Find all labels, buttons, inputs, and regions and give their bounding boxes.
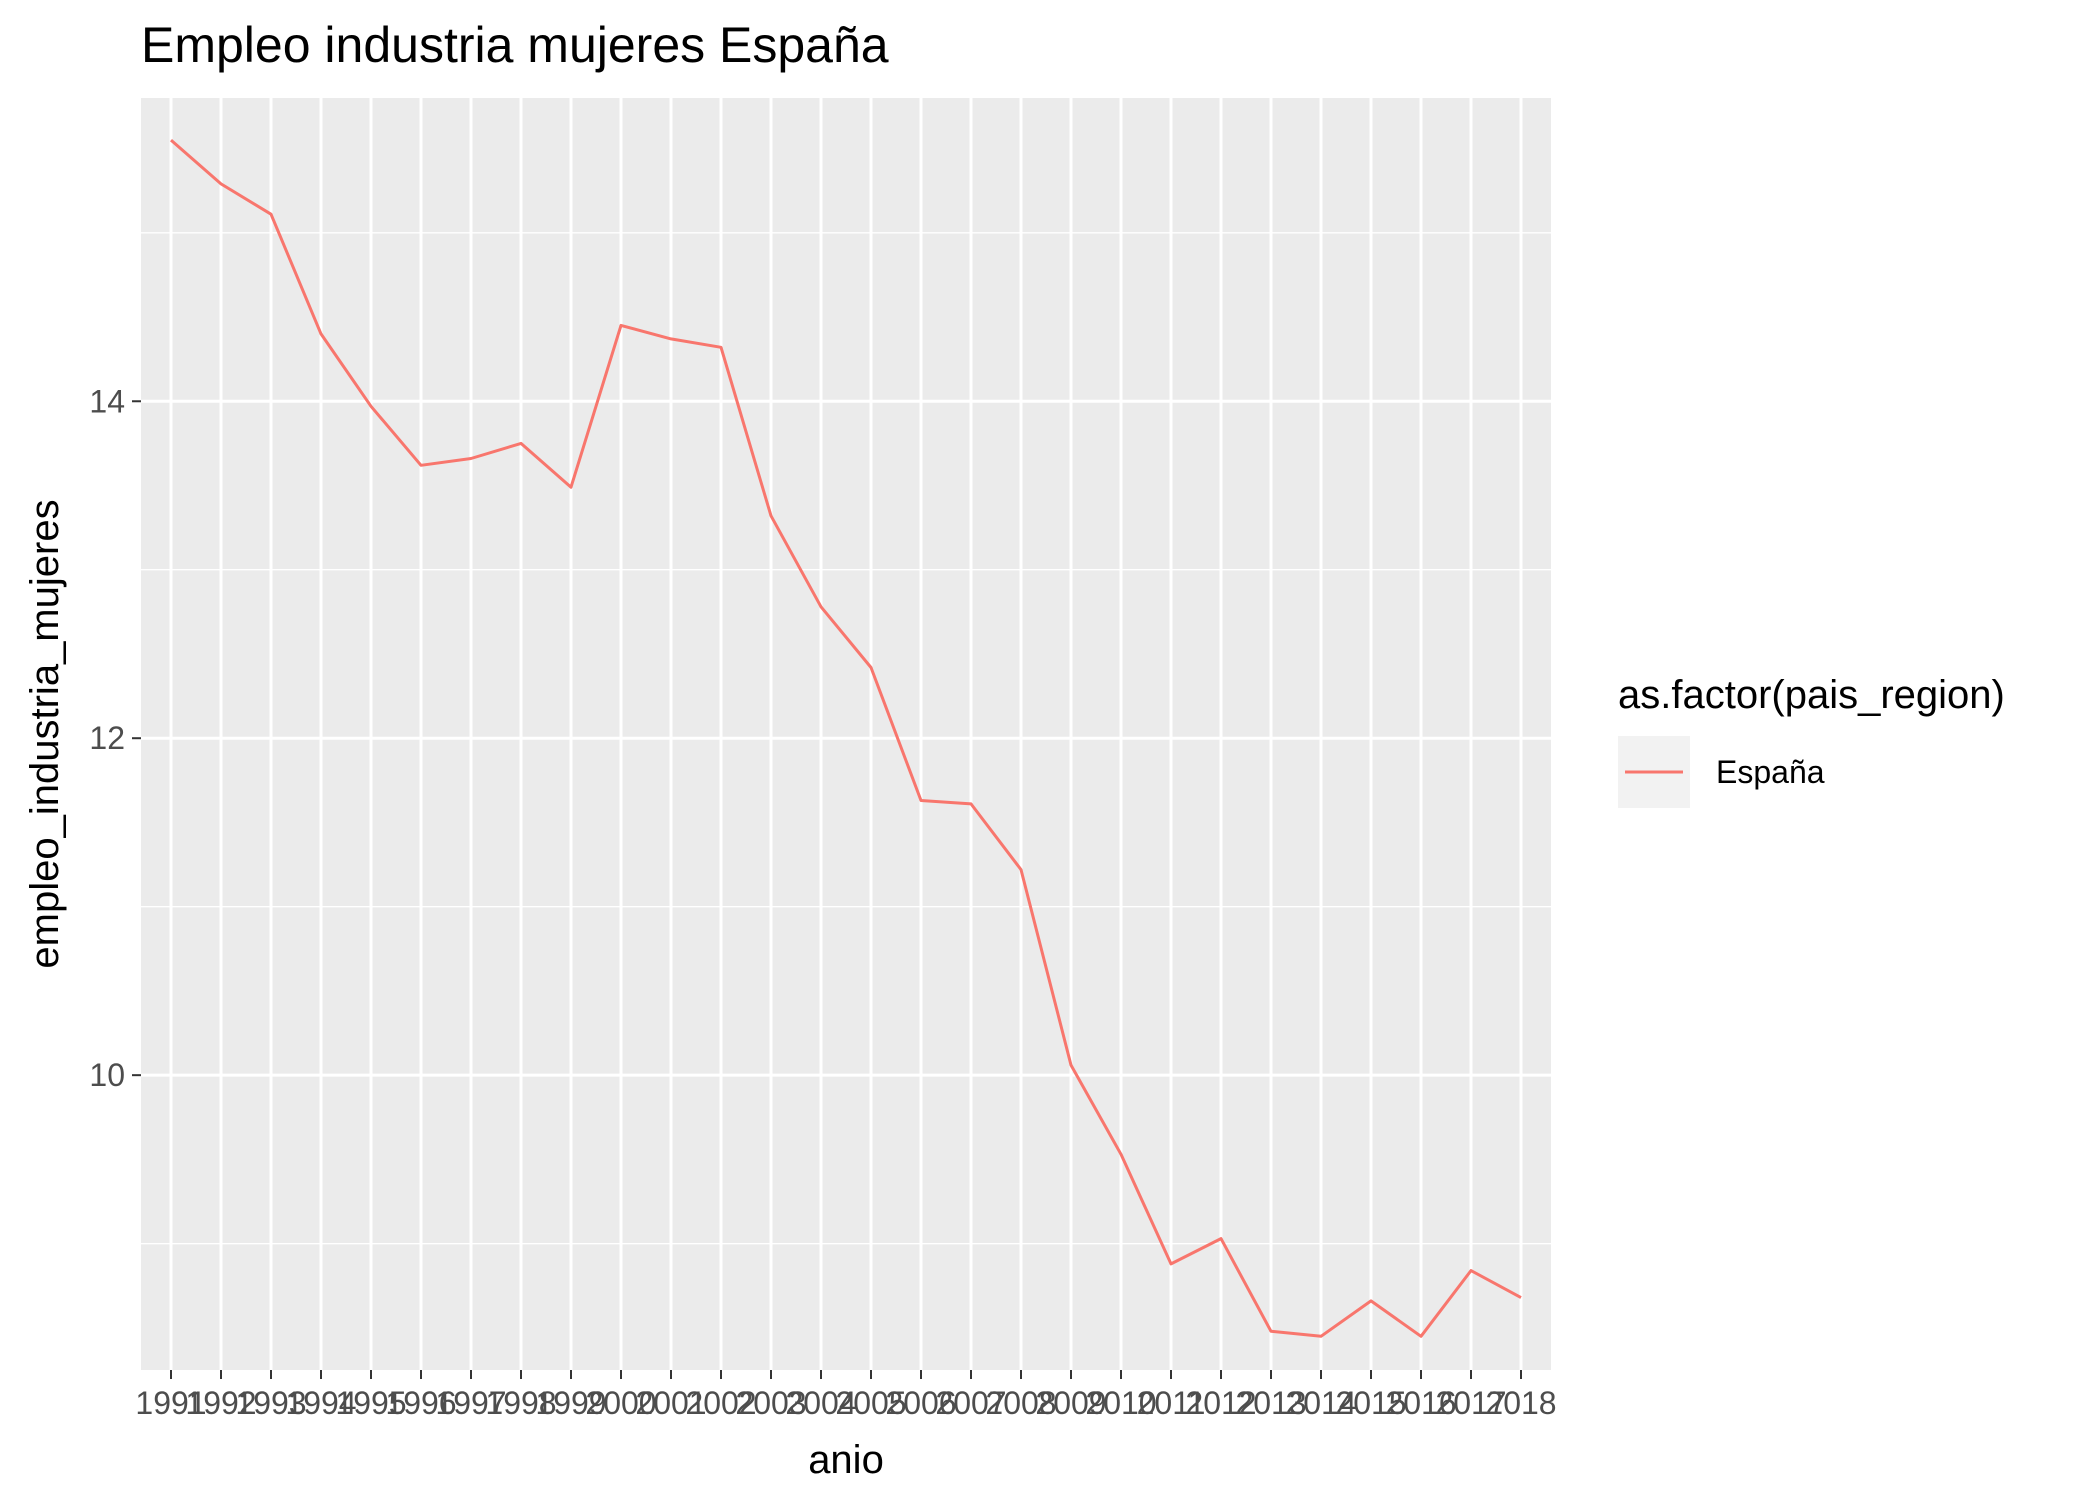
x-tick-label: 2013 bbox=[1235, 1385, 1306, 1421]
x-tick-label: 2012 bbox=[1185, 1385, 1256, 1421]
x-tick-label: 2007 bbox=[935, 1385, 1006, 1421]
y-axis-title: empleo_industria_mujeres bbox=[23, 499, 67, 968]
x-tick-label: 2016 bbox=[1385, 1385, 1456, 1421]
x-tick-label: 2014 bbox=[1285, 1385, 1356, 1421]
x-axis-title: anio bbox=[808, 1438, 884, 1482]
x-tick-label: 2002 bbox=[685, 1385, 756, 1421]
x-tick-label: 1993 bbox=[235, 1385, 306, 1421]
x-tick-label: 2010 bbox=[1085, 1385, 1156, 1421]
x-tick-label: 1991 bbox=[135, 1385, 206, 1421]
y-tick-label: 14 bbox=[89, 383, 125, 419]
x-tick-label: 2000 bbox=[585, 1385, 656, 1421]
series-layer bbox=[170, 138, 1522, 1338]
x-tick-label: 2005 bbox=[835, 1385, 906, 1421]
legend: as.factor(pais_region) España bbox=[1618, 673, 2005, 808]
x-tick-label: 1998 bbox=[485, 1385, 556, 1421]
x-tick-label: 1994 bbox=[285, 1385, 356, 1421]
x-tick-label: 2008 bbox=[985, 1385, 1056, 1421]
x-axis: 1991199219931994199519961997199819992000… bbox=[135, 1370, 1557, 1421]
x-tick-label: 2003 bbox=[735, 1385, 806, 1421]
x-tick-label: 2006 bbox=[885, 1385, 956, 1421]
y-tick-label: 10 bbox=[89, 1057, 125, 1093]
y-axis: 10 12 14 bbox=[89, 383, 141, 1093]
y-tick-label: 12 bbox=[89, 720, 125, 756]
chart-title: Empleo industria mujeres España bbox=[141, 17, 889, 73]
x-tick-label: 2015 bbox=[1335, 1385, 1406, 1421]
x-tick-label: 2011 bbox=[1137, 1385, 1206, 1421]
x-tick-label: 1999 bbox=[535, 1385, 606, 1421]
x-tick-label: 2017 bbox=[1435, 1385, 1506, 1421]
x-tick-label: 1995 bbox=[335, 1385, 406, 1421]
x-tick-label: 2018 bbox=[1485, 1385, 1556, 1421]
x-tick-label: 1997 bbox=[435, 1385, 506, 1421]
series-line-espana bbox=[170, 138, 1522, 1338]
plot-panel bbox=[141, 98, 1551, 1370]
minor-gridlines bbox=[141, 232, 1551, 1245]
major-gridlines bbox=[141, 98, 1551, 1370]
x-tick-label: 1992 bbox=[185, 1385, 256, 1421]
legend-label-espana: España bbox=[1716, 754, 1825, 790]
x-tick-label: 2004 bbox=[785, 1385, 856, 1421]
legend-title: as.factor(pais_region) bbox=[1618, 673, 2005, 717]
x-tick-label: 2009 bbox=[1035, 1385, 1106, 1421]
x-tick-label: 1996 bbox=[385, 1385, 456, 1421]
x-tick-label: 2001 bbox=[635, 1385, 706, 1421]
